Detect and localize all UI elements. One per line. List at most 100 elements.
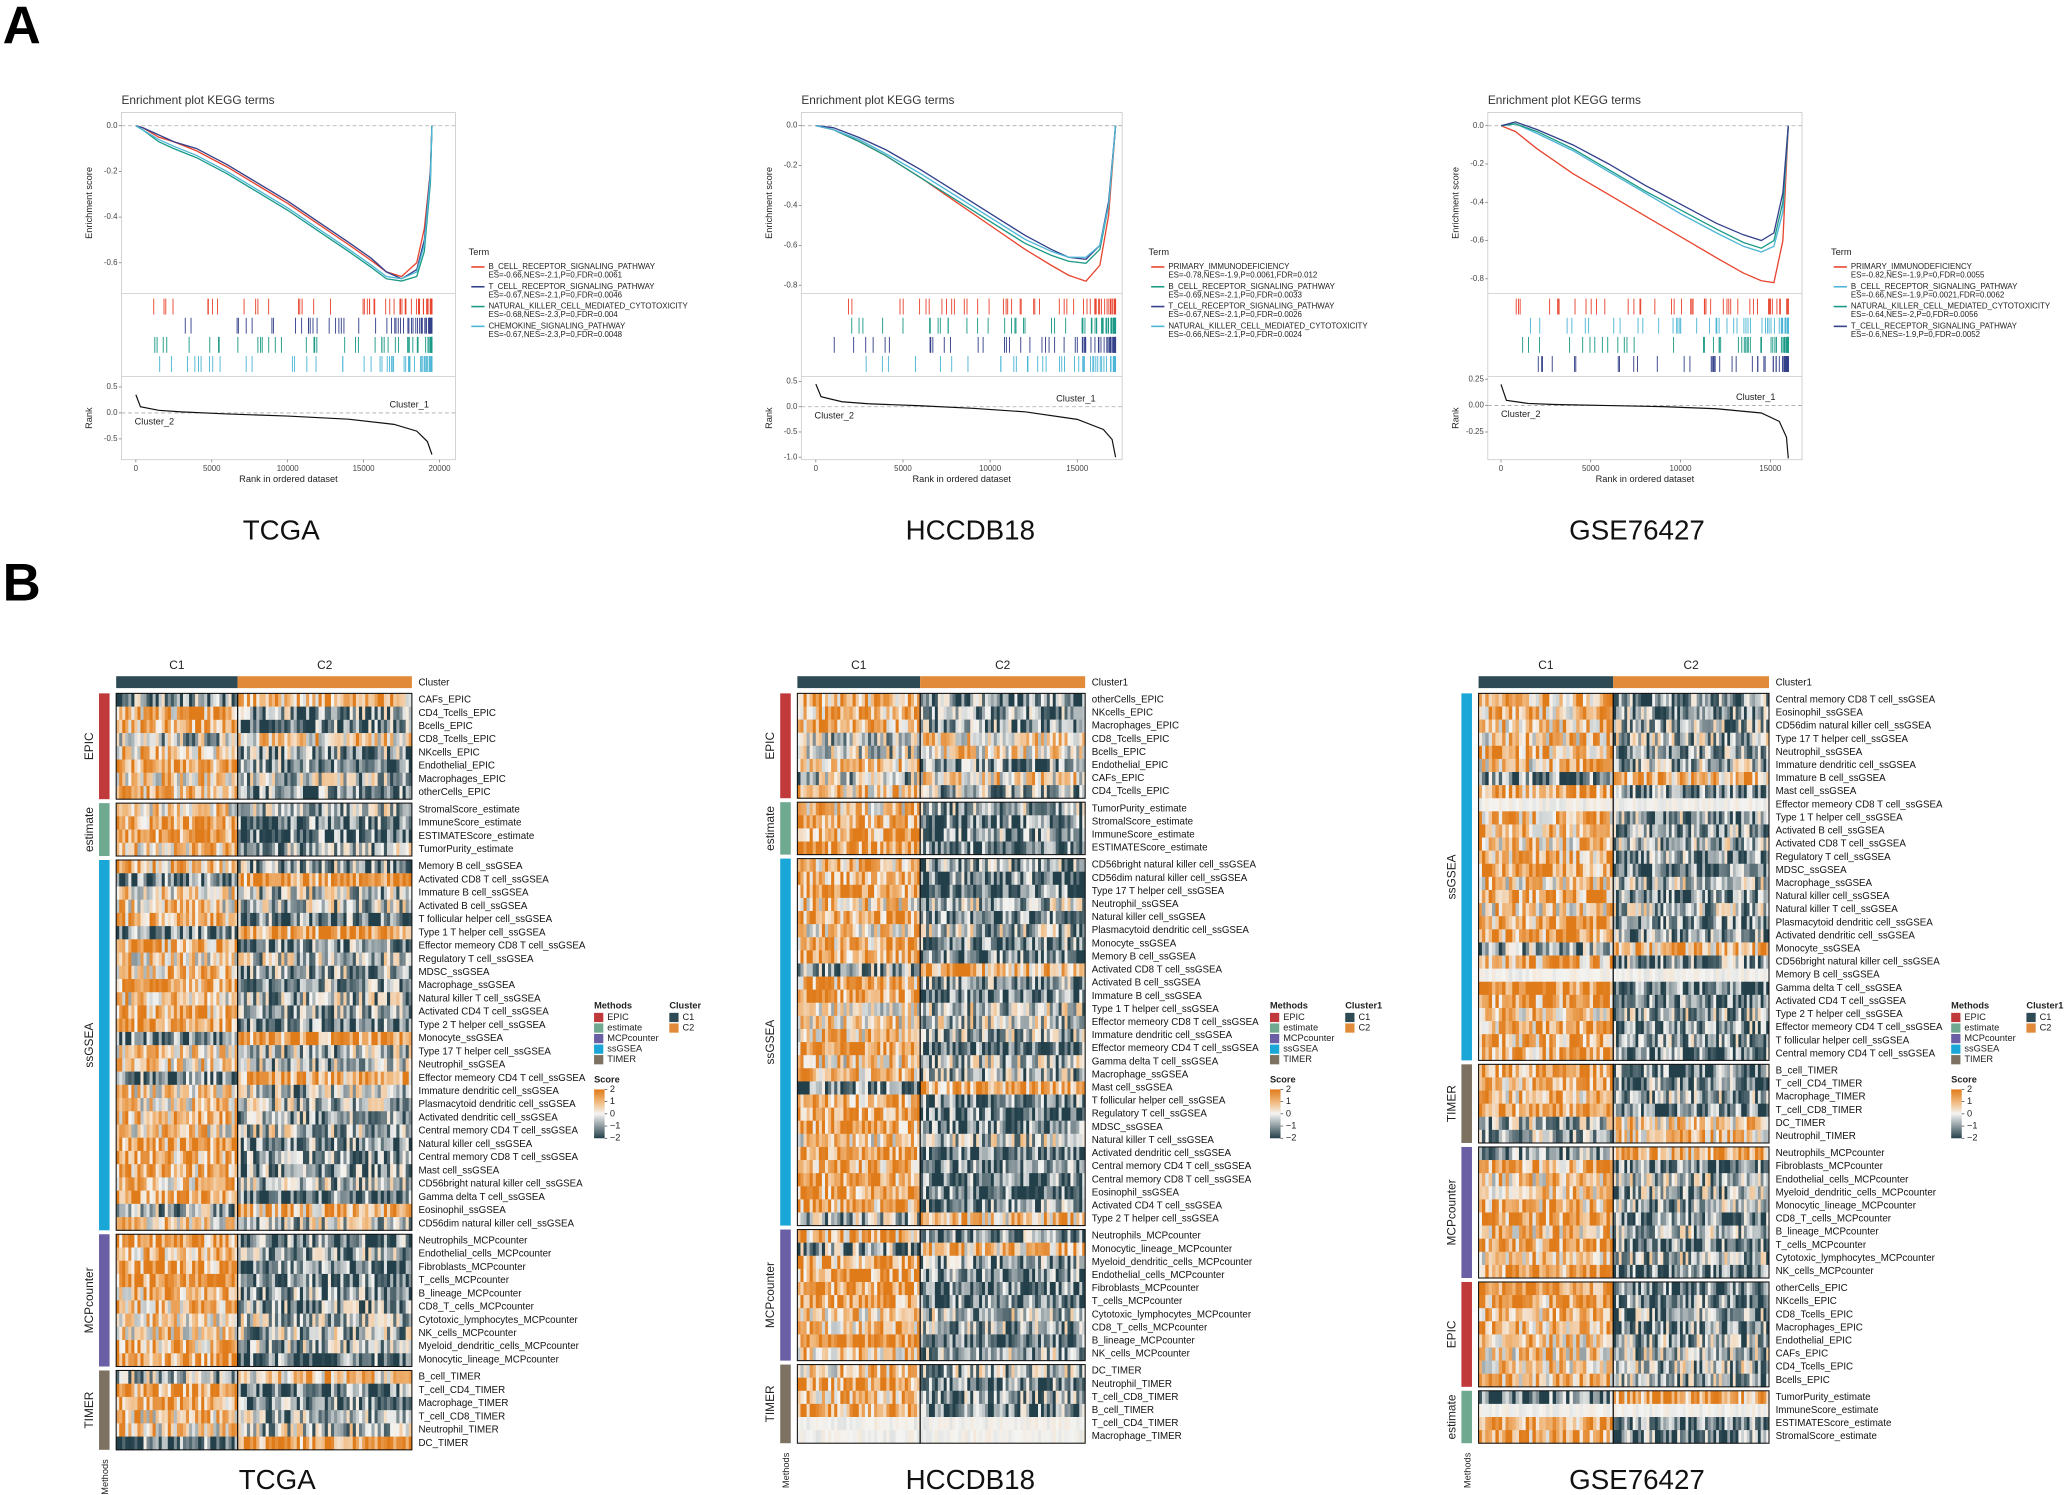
heatmap-cell: [219, 926, 223, 940]
heatmap-cell: [173, 1031, 178, 1046]
heatmap-cell: [293, 785, 298, 800]
heatmap-cell: [237, 772, 242, 787]
heatmap-cell: [296, 829, 301, 844]
heatmap-cell: [158, 803, 163, 817]
heatmap-cell: [268, 1203, 273, 1218]
heatmap-cell: [161, 1098, 166, 1112]
heatmap-cell: [315, 1217, 319, 1231]
heatmap-cell: [268, 816, 273, 830]
heatmap-cell: [173, 1164, 178, 1178]
heatmap-cell: [204, 886, 208, 901]
heatmap-cell: [216, 816, 220, 830]
heatmap-cell: [386, 859, 391, 874]
heatmap-cell: [131, 829, 135, 844]
heatmap-cell: [390, 816, 394, 830]
heatmap-cell: [116, 1031, 120, 1046]
heatmap-cell: [402, 785, 407, 800]
heatmap-cell: [380, 816, 385, 830]
heatmap-cell: [299, 746, 304, 760]
heatmap-cell: [128, 816, 132, 830]
heatmap-cell: [231, 785, 235, 800]
heatmap-cell: [204, 842, 208, 857]
heatmap-cell: [330, 1124, 335, 1139]
heatmap-cell: [237, 842, 242, 857]
heatmap-cell: [281, 1164, 285, 1178]
y-tick-label: -0.4: [784, 201, 798, 210]
heatmap-cell: [278, 912, 282, 927]
heatmap-cell: [309, 1137, 313, 1152]
heatmap-cell: [134, 1098, 138, 1112]
heatmap-cell: [182, 1045, 187, 1059]
heatmap-cell: [383, 873, 388, 887]
heatmap-cell: [164, 829, 169, 844]
heatmap-cell: [228, 816, 232, 830]
heatmap-cell: [189, 1217, 193, 1231]
heatmap-cell: [340, 1217, 344, 1231]
heatmap-cell: [368, 939, 372, 953]
heatmap-cell: [383, 1234, 388, 1248]
heatmap-cell: [182, 1018, 187, 1033]
heatmap-cell: [167, 829, 172, 844]
heatmap-cell: [315, 1005, 319, 1020]
heatmap-cell: [155, 912, 160, 927]
heatmap-cell: [362, 939, 366, 953]
heatmap-cell: [343, 693, 347, 707]
heatmap-cell: [201, 1045, 205, 1059]
heatmap-cell: [192, 733, 196, 747]
heatmap-cell: [330, 886, 335, 901]
heatmap-cell: [284, 1031, 288, 1046]
heatmap-cell: [250, 785, 254, 800]
heatmap-cell: [290, 719, 295, 734]
heatmap-cell: [128, 886, 132, 901]
heatmap-cell: [299, 803, 304, 817]
heatmap-cell: [213, 772, 217, 787]
heatmap-cell: [371, 1018, 375, 1033]
heatmap-cell: [318, 1137, 323, 1152]
heatmap-cell: [246, 803, 251, 817]
legend-stats: ES=-0.66,NES=-2.1,P=0,FDR=0.0024: [1168, 330, 1302, 339]
heatmap-cell: [281, 829, 285, 844]
heatmap-cell: [259, 1084, 263, 1099]
heatmap-cell: [365, 912, 369, 927]
heatmap-cell: [296, 965, 301, 980]
heatmap-cell: [302, 1150, 307, 1165]
heatmap-cell: [399, 886, 403, 901]
heatmap-cell: [219, 1058, 223, 1072]
rank-curve: [815, 383, 1117, 458]
heatmap-cell: [155, 965, 160, 980]
heatmap-cell: [237, 1203, 242, 1218]
heatmap-cell: [228, 1018, 232, 1033]
heatmap-cell: [362, 842, 366, 857]
heatmap-cell: [155, 886, 160, 901]
heatmap-cell: [225, 1124, 229, 1139]
heatmap-cell: [324, 952, 329, 967]
heatmap-cell: [198, 1018, 202, 1033]
heatmap-cell: [318, 899, 323, 914]
heatmap-cell: [225, 803, 229, 817]
heatmap-cell: [259, 1111, 263, 1125]
heatmap-cell: [259, 965, 263, 980]
heatmap-cell: [198, 1177, 202, 1192]
heatmap-cell: [355, 912, 360, 927]
heatmap-cell: [164, 816, 169, 830]
heatmap-cell: [306, 693, 310, 707]
heatmap-cell: [155, 952, 160, 967]
heatmap-cell: [374, 706, 379, 721]
heatmap-cell: [213, 1018, 217, 1033]
heatmap-cell: [116, 785, 120, 800]
heatmap-cell: [386, 1071, 391, 1086]
heatmap-cell: [143, 829, 147, 844]
heatmap-cell: [176, 1124, 181, 1139]
heatmap-cell: [293, 873, 298, 887]
heatmap-cell: [186, 1124, 190, 1139]
heatmap-cell: [146, 1247, 150, 1262]
heatmap-cell: [195, 1247, 199, 1262]
heatmap-cell: [386, 1164, 391, 1178]
heatmap-cell: [250, 1137, 254, 1152]
heatmap-cell: [287, 1111, 291, 1125]
row-label: Effector memeory CD8 T cell_ssGSEA: [418, 941, 585, 952]
cluster-label: Cluster_1: [389, 399, 429, 409]
heatmap-cell: [225, 1058, 229, 1072]
heatmap-cell: [355, 746, 360, 760]
heatmap-cell: [343, 952, 347, 967]
